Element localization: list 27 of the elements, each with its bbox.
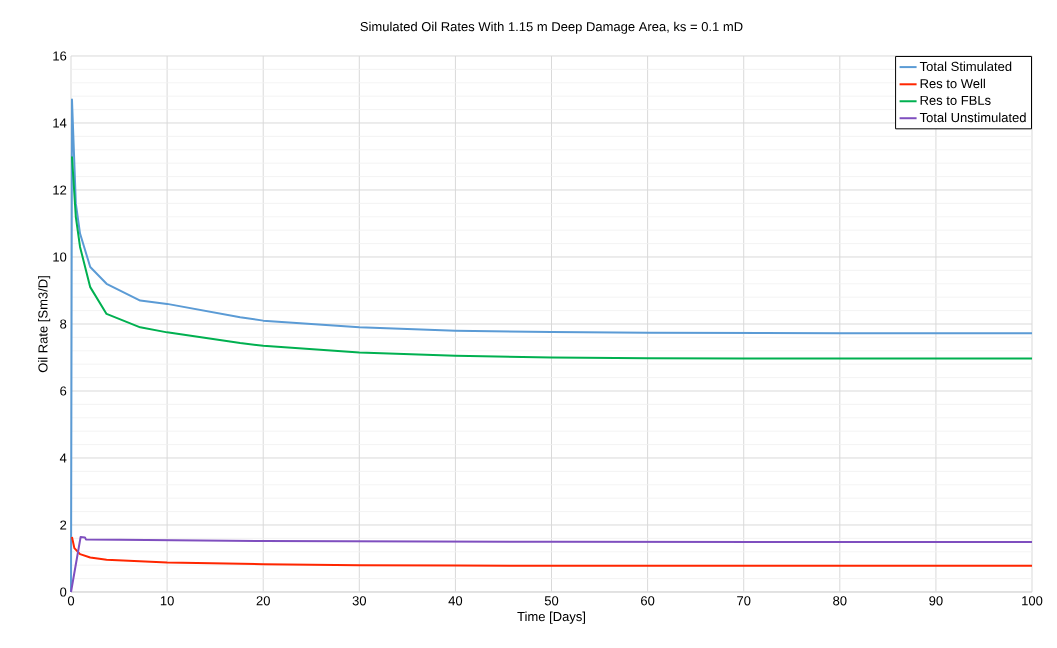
x-tick-label: 70 (737, 596, 751, 606)
x-tick-label: 60 (641, 596, 655, 606)
y-tick-label: 6 (60, 386, 67, 396)
x-tick-label: 80 (833, 596, 847, 606)
y-tick-label: 8 (60, 319, 67, 329)
x-tick-label: 10 (160, 596, 174, 606)
x-tick-label: 90 (929, 596, 943, 606)
y-tick-label: 0 (60, 587, 67, 597)
y-tick-label: 14 (53, 118, 67, 128)
x-tick-label: 20 (256, 596, 270, 606)
x-tick-label: 40 (448, 596, 463, 606)
y-tick-label: 10 (53, 252, 67, 262)
x-tick-label: 50 (544, 596, 559, 606)
y-tick-label: 2 (60, 520, 67, 530)
legend-label: Res to Well (920, 78, 985, 89)
legend-label: Res to FBLs (920, 95, 991, 105)
legend-label: Total Stimulated (919, 61, 1012, 72)
x-axis-title: Time [Days] (517, 611, 585, 624)
legend-label: Total Unstimulated (919, 112, 1026, 123)
x-tick-label: 30 (352, 596, 367, 606)
y-axis-title: Oil Rate [Sm3/D] (38, 276, 51, 373)
x-tick-label: 100 (1022, 596, 1043, 606)
y-tick-label: 12 (53, 185, 67, 195)
y-tick-label: 4 (59, 453, 67, 463)
chart-title: Simulated Oil Rates With 1.15 m Deep Damage Area, ks = 0.1 mD (360, 21, 743, 34)
y-tick-label: 16 (53, 51, 67, 61)
x-tick-label: 0 (67, 596, 75, 606)
